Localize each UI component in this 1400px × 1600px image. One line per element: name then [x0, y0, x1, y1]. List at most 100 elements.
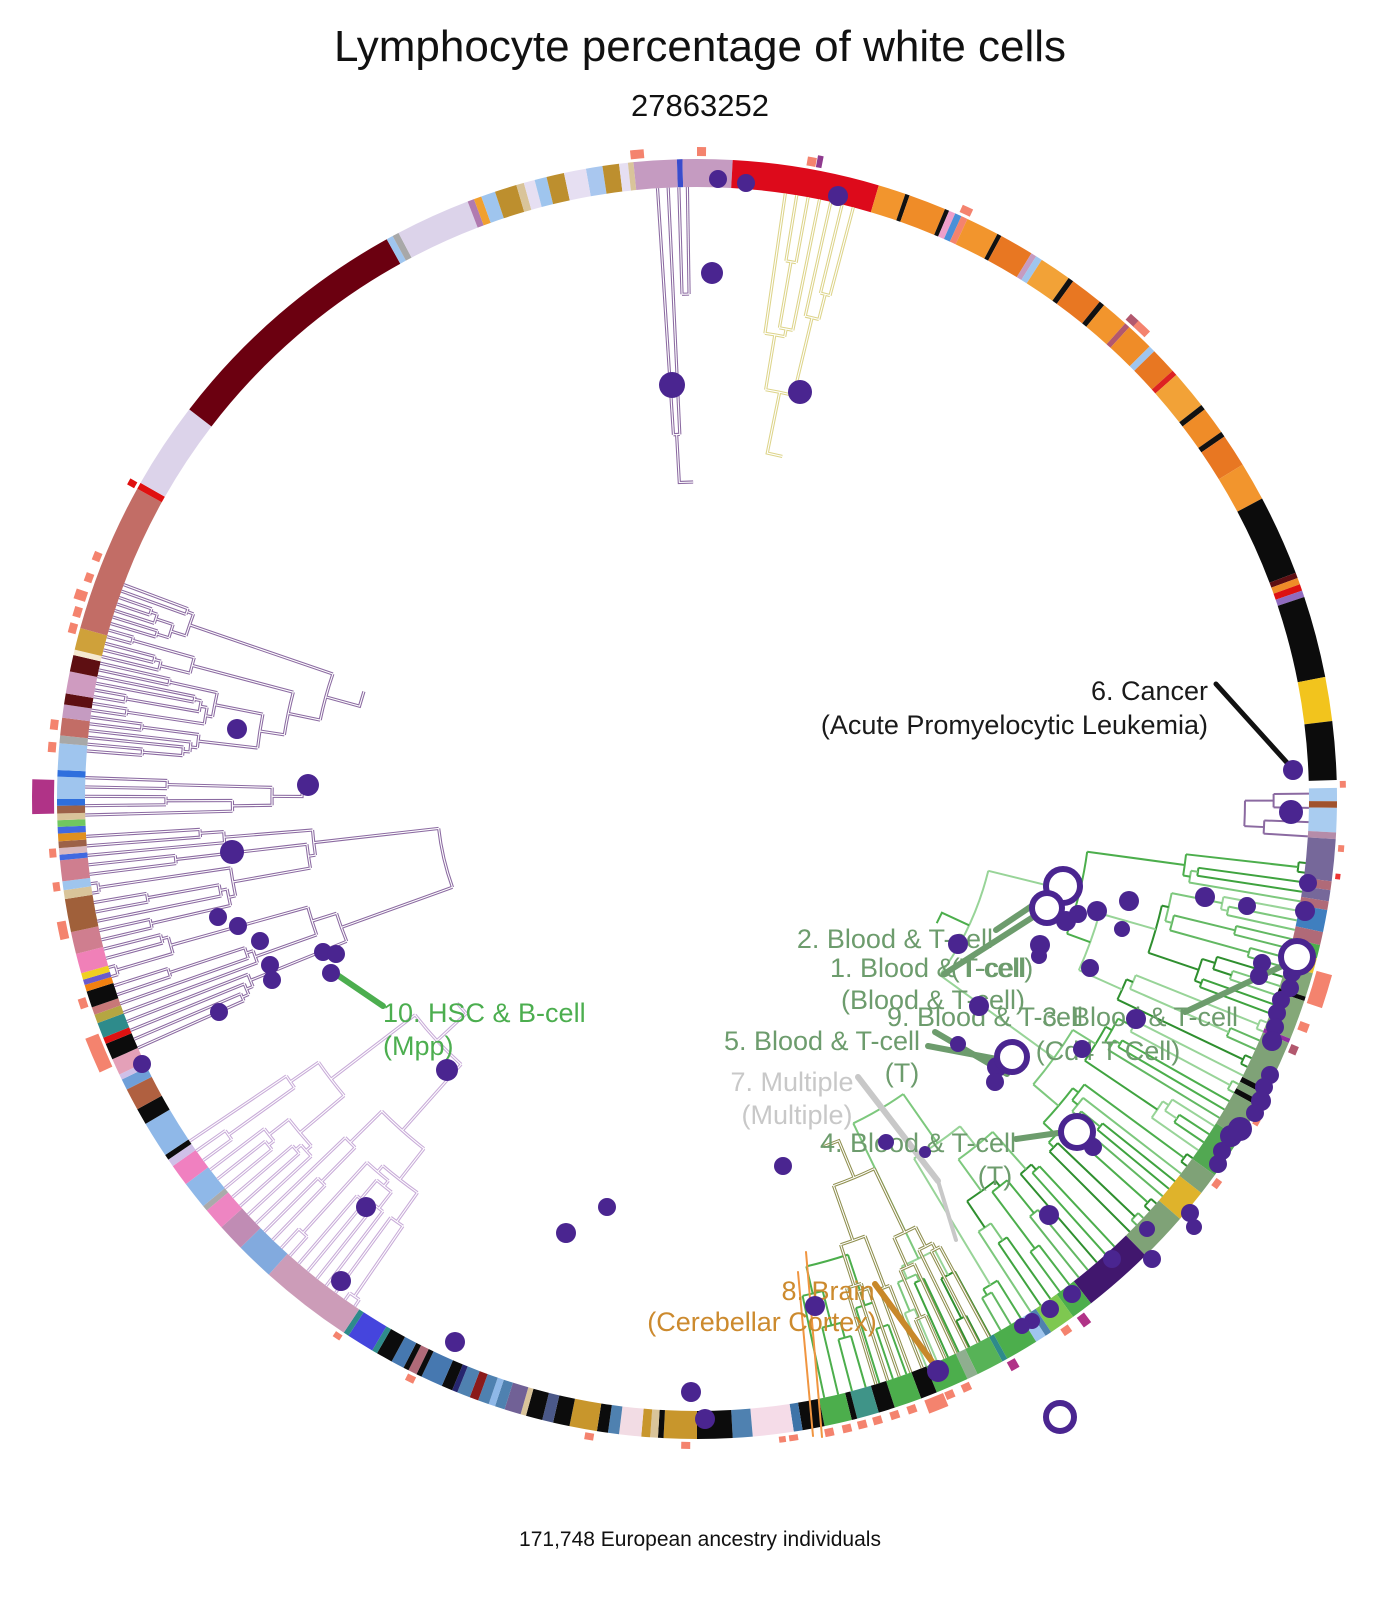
node-dot: [1279, 800, 1303, 824]
node-dot: [1139, 1221, 1155, 1237]
node-dot: [1238, 897, 1256, 915]
annotation-label-rank10: 10. HSC & B-cell: [383, 998, 586, 1028]
node-dot-open: [1058, 1113, 1096, 1151]
node-dot: [331, 1271, 351, 1291]
node-dot: [1143, 1250, 1161, 1268]
node-dot: [210, 1003, 228, 1021]
node-dot: [1126, 1009, 1146, 1029]
node-dot: [1081, 959, 1099, 977]
node-dot: [709, 170, 727, 188]
node-dot: [828, 186, 848, 206]
callout-line: [805, 1251, 823, 1438]
node-dot: [1039, 1205, 1059, 1225]
node-dot: [1014, 1318, 1030, 1334]
node-dot: [701, 262, 723, 284]
node-dot: [598, 1198, 616, 1216]
callout-line: [936, 1179, 958, 1242]
node-dot: [356, 1197, 376, 1217]
node-dot: [229, 917, 247, 935]
node-dot: [227, 719, 247, 739]
tree-purple-mid: [84, 776, 305, 817]
significance-dots: [133, 170, 1317, 1434]
node-dot: [788, 380, 812, 404]
annotation-label-rank5-sub: (T): [885, 1058, 919, 1088]
annotation-label-rank10-sub: (Mpp): [383, 1031, 454, 1061]
annotation-label-rank7: 7. Multiple: [730, 1067, 853, 1097]
node-dot: [1031, 948, 1047, 964]
annotation-label-rank1-sub: (Blood & T-cell): [841, 985, 1025, 1015]
node-dot: [133, 1055, 151, 1073]
annotation-ring: [57, 159, 1337, 1439]
node-dot: [261, 956, 279, 974]
node-dot: [1119, 891, 1139, 911]
annotation-label-rank5: 5. Blood & T-cell: [724, 1026, 920, 1056]
tree-green-low: [852, 1093, 1116, 1367]
node-dot: [774, 1157, 792, 1175]
node-dot: [695, 1409, 715, 1429]
callout-line: [941, 907, 1047, 977]
tree-green-main: [935, 850, 1306, 1233]
figure-footnote: 171,748 European ancestry individuals: [519, 1528, 881, 1551]
node-dot: [1295, 901, 1315, 921]
node-dot: [220, 840, 244, 864]
annotation-label-rank7-sub: (Multiple): [741, 1100, 852, 1130]
node-dot: [878, 1134, 894, 1150]
tree-purple-low: [86, 826, 454, 1050]
figure-subtitle: 27863252: [631, 88, 769, 123]
node-dot: [1063, 1285, 1081, 1303]
node-dot: [1250, 967, 1268, 985]
node-dot: [1073, 1040, 1091, 1058]
node-dot: [1181, 1204, 1199, 1222]
node-dot: [948, 934, 968, 954]
node-dot: [1283, 760, 1303, 780]
annotation-label-rank1: 1. Blood & T-cell: [830, 953, 1026, 983]
node-dot: [322, 964, 340, 982]
node-dot: [297, 774, 319, 796]
node-dot: [1186, 1219, 1202, 1235]
annotation-label-rank3-sub: (Cd4 T Cell): [1036, 1036, 1181, 1066]
node-dot: [1228, 1117, 1252, 1141]
node-dot: [1268, 1004, 1286, 1022]
tree-olive-fan: [823, 1138, 991, 1385]
node-dot: [436, 1059, 458, 1081]
node-dot: [969, 996, 989, 1016]
annotation-label-cancer-sub: (Acute Promyelocytic Leukemia): [821, 710, 1208, 740]
callout-line: [797, 1271, 814, 1437]
node-dot-open: [994, 1039, 1030, 1075]
annotation-label-rank4-sub: (T): [978, 1161, 1012, 1191]
tree-purple-up: [86, 583, 366, 758]
annotation-label-cancer-name: 6. Cancer: [1091, 676, 1208, 706]
annotation-label-rank4: 4. Blood & T-cell: [820, 1128, 1016, 1158]
annotation-labels: 6. Cancer(Acute Promyelocytic Leukemia)2…: [383, 676, 1238, 1337]
annotation-label-rank2-sub: (T-cell): [951, 953, 1034, 983]
node-dot: [919, 1146, 931, 1158]
node-dot: [209, 908, 227, 926]
callout-line: [872, 1281, 939, 1370]
callout-line: [925, 1043, 1005, 1063]
node-dot: [445, 1332, 465, 1352]
node-dot: [1103, 1250, 1121, 1268]
tree-thistle-fan: [188, 1002, 469, 1308]
node-dot: [1114, 921, 1130, 937]
node-dot: [1262, 1031, 1282, 1051]
node-dot: [1195, 887, 1215, 907]
annotation-label-rank8: 8. Brain: [781, 1276, 874, 1306]
tree-top-purple-b: [677, 187, 691, 296]
node-dot: [1041, 1300, 1059, 1318]
annotation-label-rank8-sub: (Cerebellar Cortex): [647, 1307, 877, 1337]
tree-yellow-fan: [763, 193, 855, 459]
node-dot: [263, 971, 281, 989]
node-dot: [1209, 1155, 1227, 1173]
callout-line: [855, 1074, 941, 1184]
node-dot: [1069, 905, 1087, 923]
node-dot: [327, 945, 345, 963]
node-dot: [681, 1382, 701, 1402]
node-dot: [659, 372, 685, 398]
node-dot-open: [1029, 890, 1065, 926]
node-dot: [556, 1223, 576, 1243]
node-dot-open: [1043, 1400, 1077, 1434]
node-dot: [805, 1296, 825, 1316]
node-dot: [927, 1360, 949, 1382]
